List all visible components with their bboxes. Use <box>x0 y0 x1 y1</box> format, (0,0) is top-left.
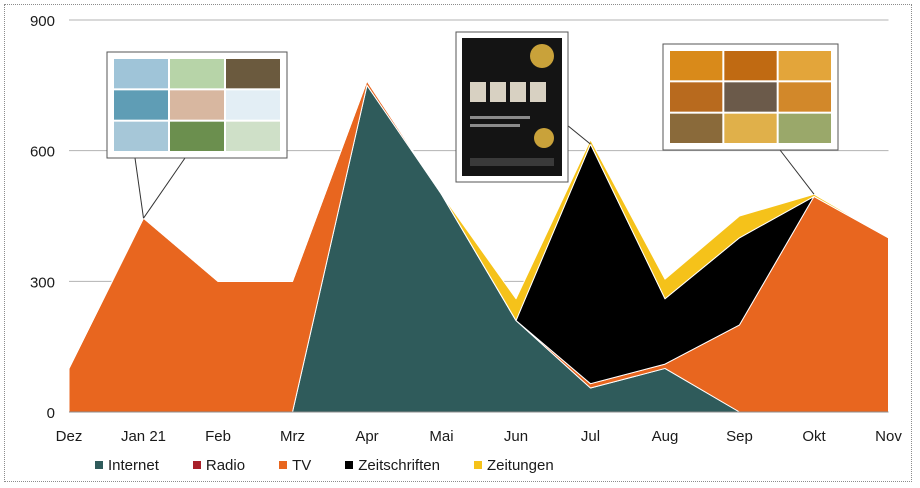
tv-ad-thumbnail <box>106 51 288 159</box>
legend-item-zeitschriften: Zeitschriften <box>345 457 440 474</box>
x-tick-label: Apr <box>355 428 378 445</box>
x-tick-label: Feb <box>205 428 231 445</box>
x-tick-label: Jan 21 <box>121 428 166 445</box>
legend-label: TV <box>292 456 312 474</box>
x-tick-label: Dez <box>56 428 83 445</box>
y-tick-label: 300 <box>30 274 55 291</box>
x-tick-label: Aug <box>652 428 679 445</box>
chart-legend: Internet Radio TV Zeitschriften Zeitungen <box>95 455 588 475</box>
x-tick-label: Nov <box>875 428 902 445</box>
x-tick-label: Sep <box>726 428 753 445</box>
y-tick-label: 0 <box>47 405 55 422</box>
legend-item-internet: Internet <box>95 457 159 474</box>
legend-label: Radio <box>205 456 246 474</box>
legend-swatch <box>345 461 354 469</box>
callout-leader-line <box>134 157 144 219</box>
online-ad-thumbnail <box>662 43 839 151</box>
callout-leader-line <box>779 149 815 195</box>
legend-swatch <box>279 461 288 469</box>
magazine-ad-thumbnail <box>455 31 569 183</box>
legend-label: Zeitungen <box>486 456 554 474</box>
legend-swatch <box>95 461 103 469</box>
legend-item-radio: Radio <box>192 456 246 474</box>
legend-swatch <box>192 461 201 469</box>
x-tick-label: Okt <box>802 428 826 445</box>
callout-leader-line <box>566 124 591 145</box>
x-tick-label: Mai <box>429 428 453 445</box>
legend-item-tv: TV <box>279 457 311 474</box>
legend-label: Internet <box>108 456 159 474</box>
x-tick-label: Mrz <box>280 428 305 445</box>
y-tick-label: 900 <box>30 13 55 30</box>
x-tick-label: Jun <box>504 428 528 445</box>
y-tick-label: 600 <box>30 144 55 161</box>
legend-label: Zeitschriften <box>358 456 440 474</box>
x-tick-label: Jul <box>581 428 600 445</box>
legend-item-zeitungen: Zeitungen <box>473 456 554 474</box>
area-zeitungen <box>68 80 889 369</box>
callout-leader-line <box>143 157 186 219</box>
chart-frame <box>4 4 912 482</box>
legend-swatch <box>473 461 482 469</box>
